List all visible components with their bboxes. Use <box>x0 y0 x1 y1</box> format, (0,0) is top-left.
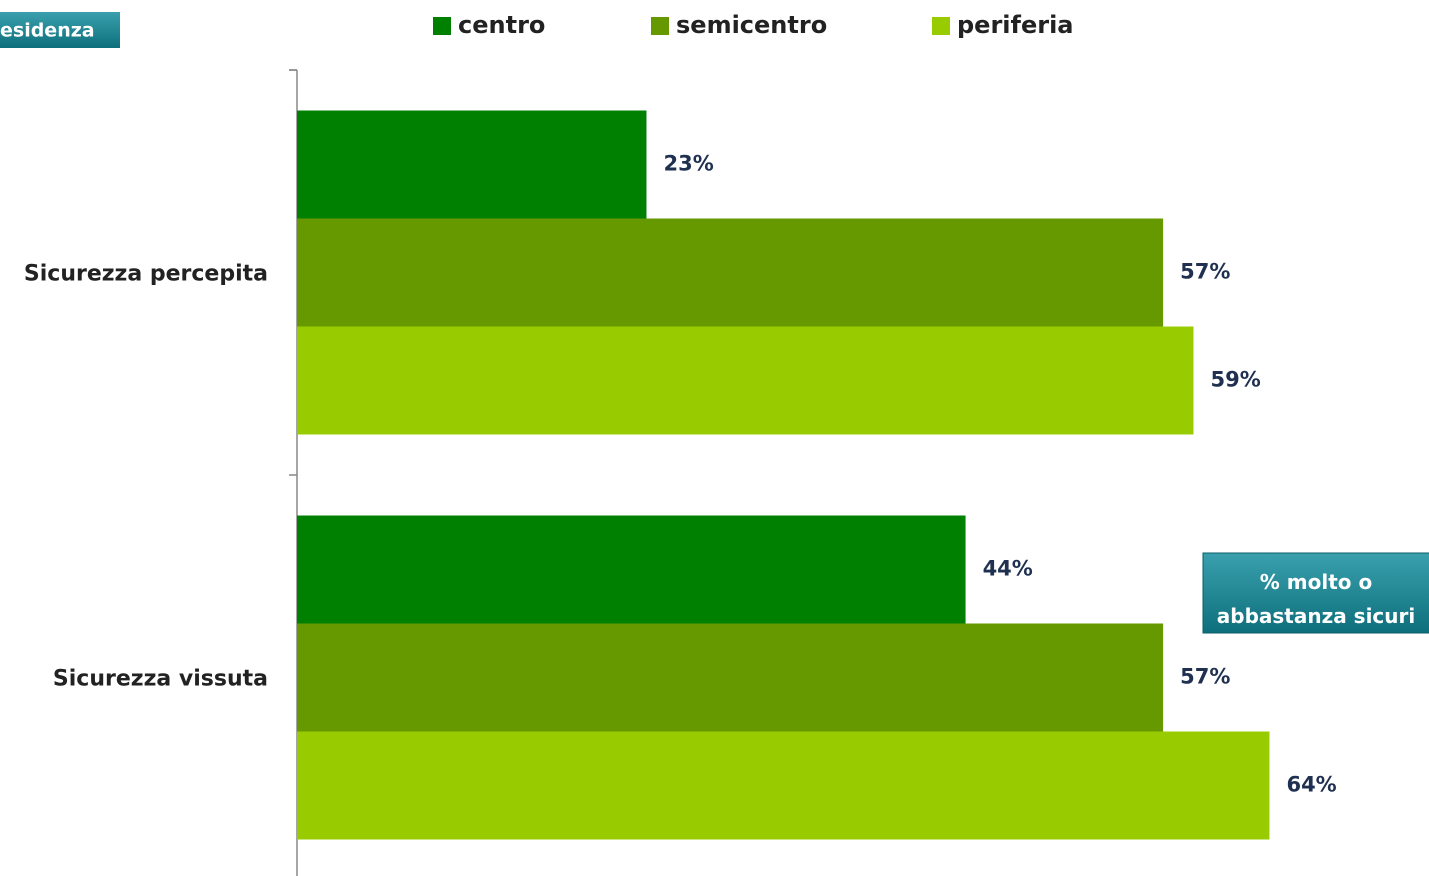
bar <box>297 731 1270 840</box>
value-label: 59% <box>1210 368 1260 392</box>
annotation-box <box>1202 552 1429 634</box>
legend-label: semicentro <box>676 11 827 39</box>
category-label: Sicurezza vissuta <box>53 667 268 692</box>
legend-swatch <box>651 17 669 35</box>
legend-label: periferia <box>957 11 1074 39</box>
legend-swatch <box>433 17 451 35</box>
value-label: 23% <box>663 152 713 176</box>
tag-box <box>0 12 120 48</box>
value-label: 44% <box>983 557 1033 581</box>
annotation: % molto o abbastanza sicuri <box>1217 570 1416 628</box>
bar <box>297 326 1194 435</box>
legend-label: centro <box>458 11 545 39</box>
value-label: 64% <box>1286 773 1336 797</box>
bar <box>297 110 647 219</box>
category-label: Sicurezza percepita <box>24 262 268 287</box>
tag: esidenza <box>0 20 95 42</box>
bar <box>297 515 966 624</box>
value-label: 57% <box>1180 665 1230 689</box>
bar <box>297 218 1164 327</box>
value-label: 57% <box>1180 260 1230 284</box>
bar <box>297 623 1164 732</box>
legend-swatch <box>932 17 950 35</box>
